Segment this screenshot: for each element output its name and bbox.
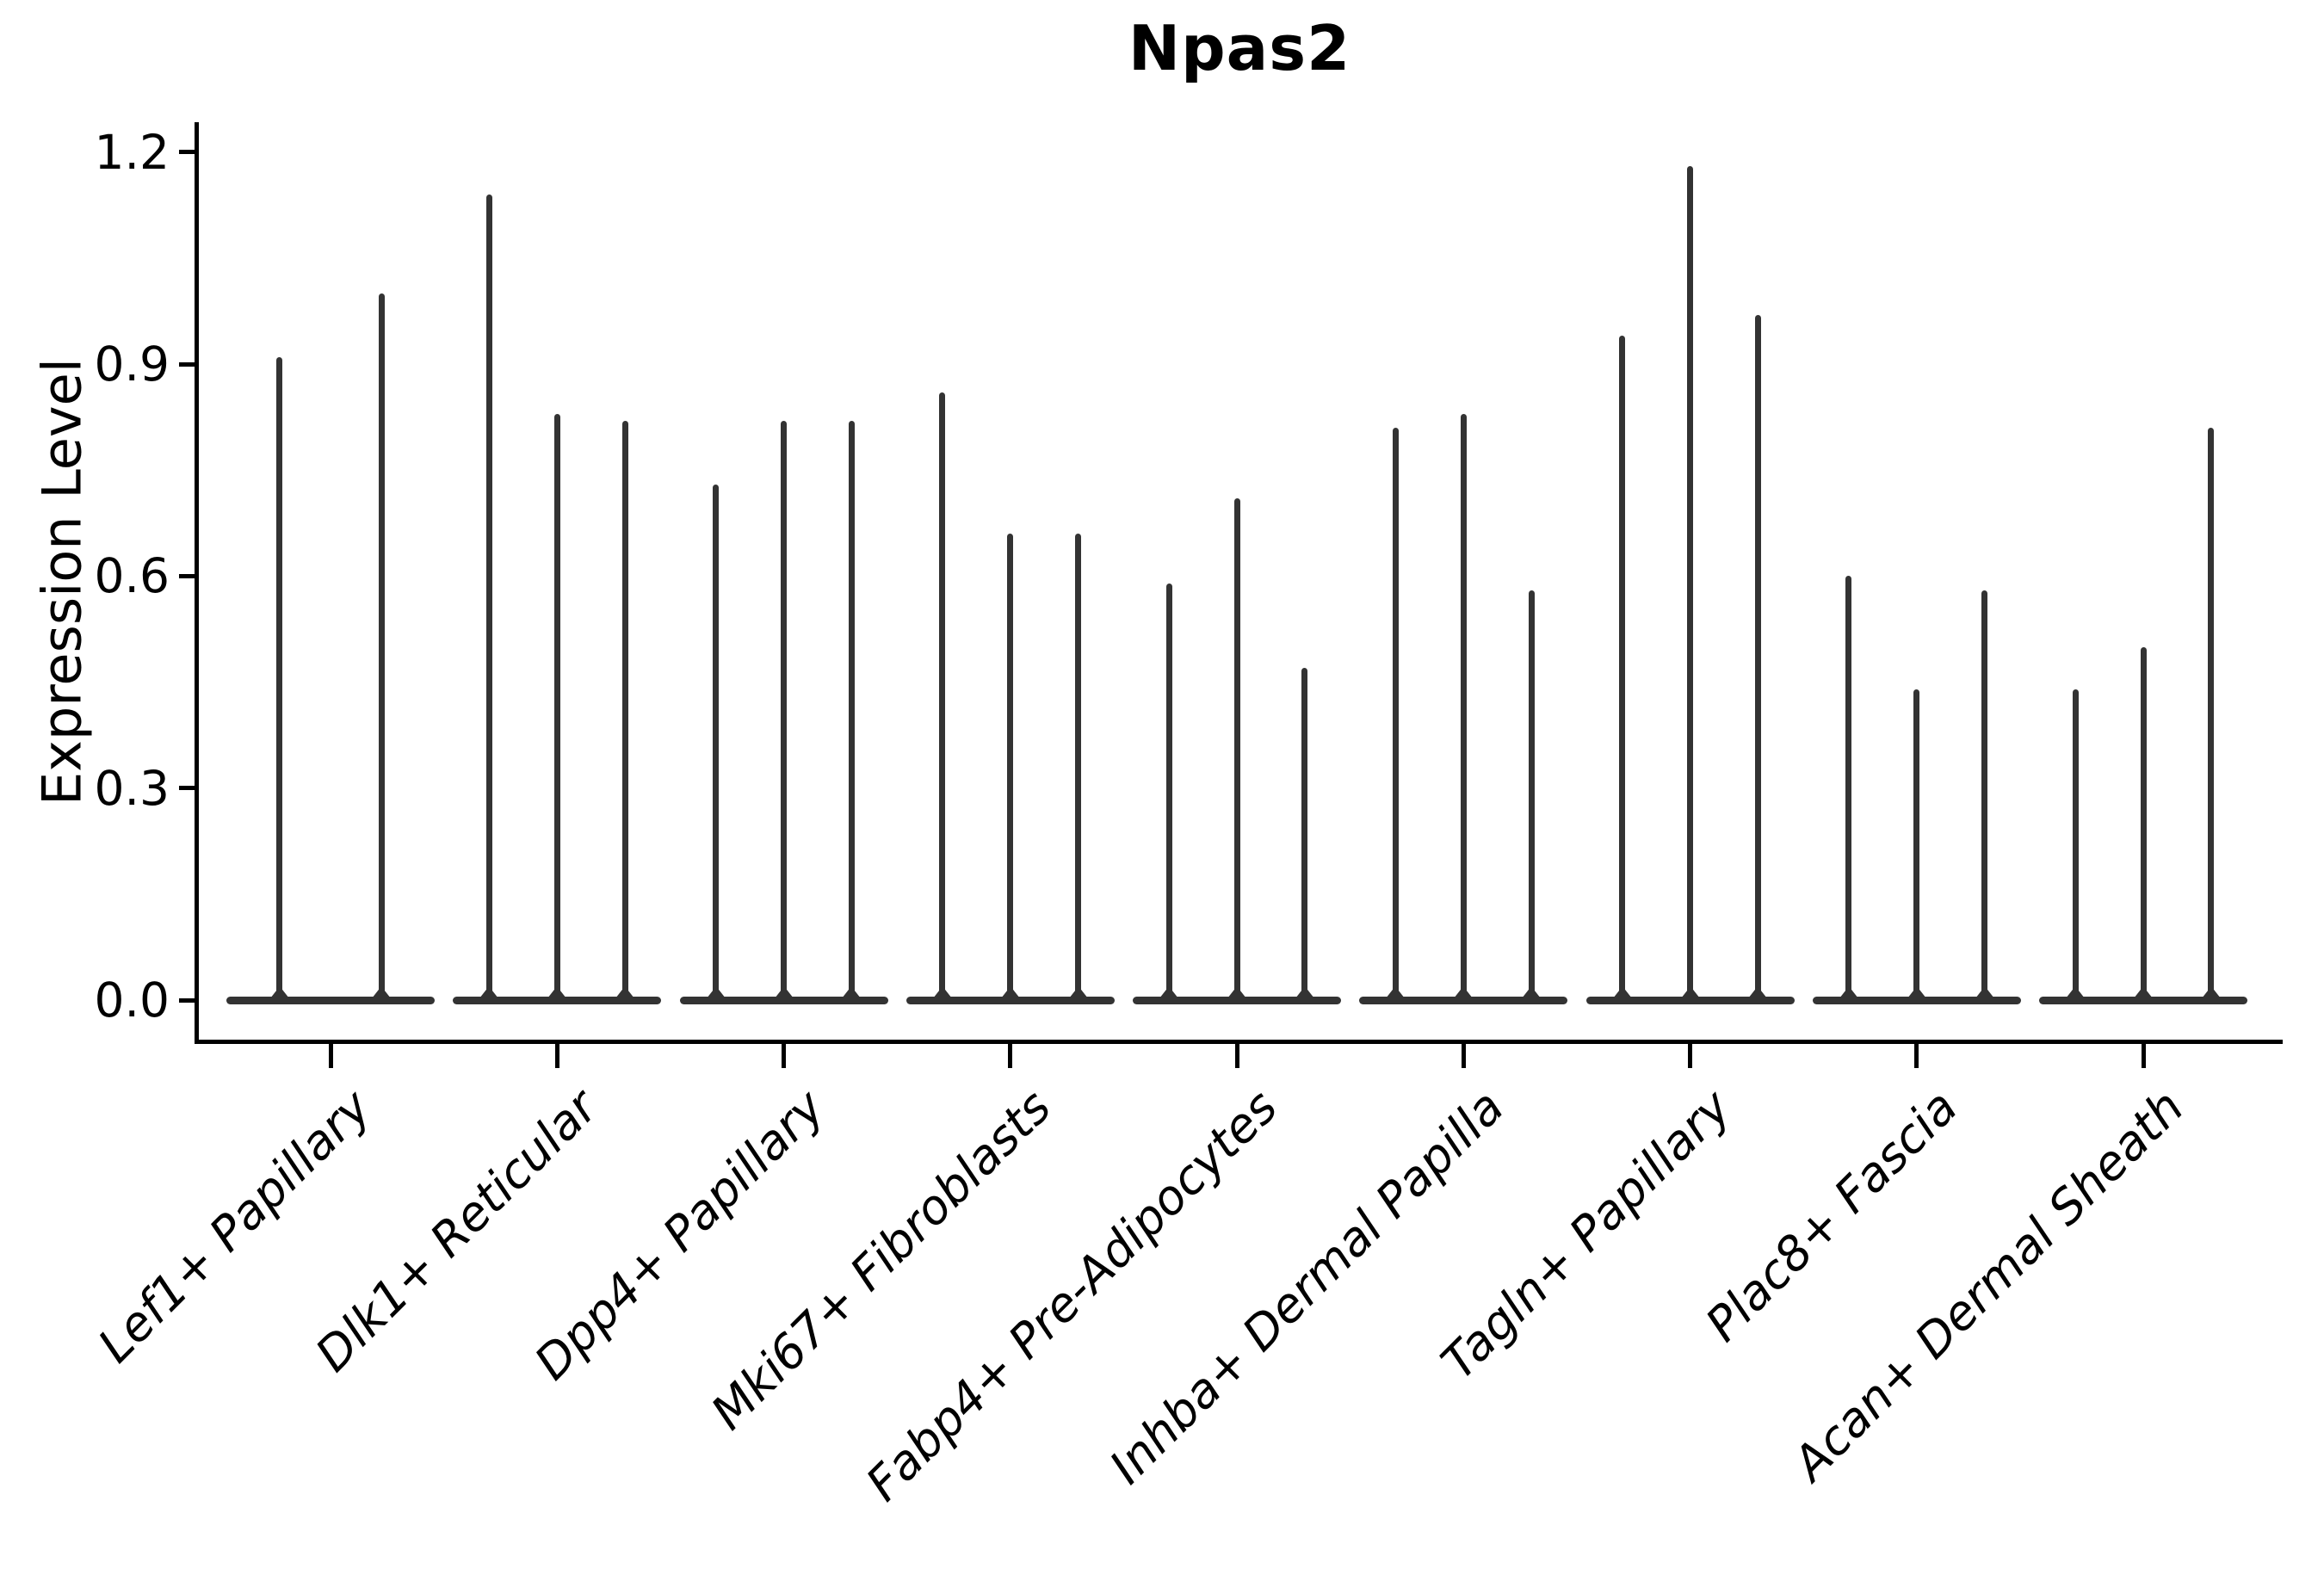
violin-spike: [939, 392, 946, 1003]
violin-flare: [706, 986, 726, 998]
violin-spike: [485, 195, 492, 1003]
x-tick-label: Inhba+ Dermal Papilla: [1098, 1078, 1515, 1495]
violin-flare: [269, 986, 289, 998]
violin-spike: [1460, 413, 1467, 1003]
violin-flare: [2066, 986, 2086, 998]
violin-spike: [2140, 646, 2147, 1003]
plot-title: Npas2: [1128, 12, 1351, 84]
violin-flare: [1227, 986, 1246, 998]
x-tick-label: Tagln+ Papillary: [1430, 1078, 1741, 1390]
x-tick-label: Dlk1+ Reticular: [305, 1078, 609, 1382]
y-tick-label: 0.3: [94, 760, 170, 816]
violin-spike: [2072, 689, 2079, 1003]
violin-spike: [1528, 590, 1535, 1003]
violin-spike: [1007, 534, 1014, 1003]
y-tick-mark: [179, 573, 195, 578]
y-tick-mark: [179, 150, 195, 155]
y-tick-mark: [179, 361, 195, 367]
violin-spike: [1687, 166, 1693, 1003]
violin-flare: [1295, 986, 1314, 998]
violin-flare: [774, 986, 794, 998]
violin-spike: [1075, 534, 1082, 1003]
x-tick-mark: [2141, 1044, 2146, 1068]
violin-flare: [372, 986, 392, 998]
violin-spike: [276, 356, 283, 1003]
violin-flare: [479, 986, 499, 998]
x-tick-mark: [1461, 1044, 1466, 1068]
violin-spike: [848, 420, 855, 1003]
violin-flare: [615, 986, 635, 998]
y-axis-line: [195, 122, 199, 1044]
violin-spike: [1754, 314, 1761, 1003]
violin-flare: [1612, 986, 1632, 998]
x-tick-label: Fabp4+ Pre-Adipocytes: [855, 1078, 1289, 1512]
violin-flare: [1386, 986, 1406, 998]
x-tick-label: Plac8+ Fascia: [1694, 1078, 1968, 1352]
violin-spike: [1392, 427, 1399, 1003]
violin-spike: [713, 484, 720, 1003]
violin-flare: [2201, 986, 2221, 998]
violin-flare: [547, 986, 567, 998]
violin-spike: [1301, 668, 1308, 1003]
violin-spike: [1845, 576, 1852, 1003]
x-tick-label: Dpp4+ Papillary: [523, 1078, 835, 1391]
x-tick-mark: [1008, 1044, 1013, 1068]
violin-base: [226, 996, 435, 1004]
violin-flare: [842, 986, 862, 998]
violin-spike: [1165, 583, 1172, 1003]
violin-spike: [1619, 336, 1626, 1003]
violin-spike: [1913, 689, 1920, 1003]
violin-flare: [932, 986, 952, 998]
violin-flare: [1522, 986, 1542, 998]
x-tick-mark: [1914, 1044, 1919, 1068]
x-axis-line: [195, 1040, 2283, 1044]
violin-flare: [1068, 986, 1088, 998]
violin-flare: [1000, 986, 1020, 998]
x-tick-label: Acan+ Dermal Sheath: [1782, 1078, 2195, 1491]
y-tick-label: 0.6: [94, 548, 170, 604]
violin-spike: [1233, 498, 1240, 1003]
x-tick-label: Mki67+ Fibroblasts: [700, 1078, 1061, 1441]
violin-spike: [621, 420, 628, 1003]
x-tick-mark: [782, 1044, 786, 1068]
y-tick-mark: [179, 997, 195, 1003]
violin-spike: [553, 413, 560, 1003]
x-tick-mark: [554, 1044, 559, 1068]
violin-flare: [1975, 986, 1994, 998]
y-tick-label: 0.9: [94, 337, 170, 392]
x-tick-mark: [1234, 1044, 1239, 1068]
violin-plot-figure: Npas2 Expression Level 0.0 0.3 0.6 0.9 1.2 Le…: [30, 12, 2283, 1512]
violin-flare: [1680, 986, 1700, 998]
violin-flare: [1839, 986, 1858, 998]
violin-flare: [1748, 986, 1768, 998]
y-tick-label: 0.0: [94, 973, 170, 1028]
violin-flare: [1159, 986, 1179, 998]
violin-spike: [1981, 590, 1988, 1003]
violin-flare: [1907, 986, 1926, 998]
violin-flare: [2134, 986, 2153, 998]
violin-spike: [2208, 427, 2215, 1003]
y-tick-mark: [179, 786, 195, 791]
x-tick-mark: [328, 1044, 333, 1068]
x-tick-mark: [1688, 1044, 1692, 1068]
y-tick-label: 1.2: [94, 124, 170, 180]
violin-spike: [781, 420, 787, 1003]
violin-flare: [1454, 986, 1474, 998]
violin-spike: [378, 293, 385, 1003]
